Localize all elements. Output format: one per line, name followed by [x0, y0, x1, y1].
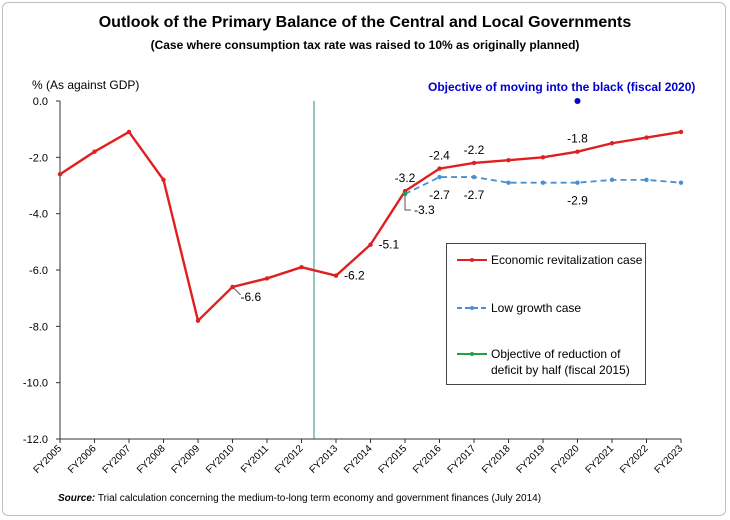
x-tick-label: FY2020 — [549, 443, 582, 476]
x-tick-label: FY2013 — [308, 443, 341, 476]
data-label: -1.8 — [567, 132, 588, 146]
data-label: -2.4 — [429, 149, 450, 163]
series-point-0 — [644, 135, 649, 140]
data-label: -2.7 — [429, 188, 450, 202]
x-tick-label: FY2007 — [101, 443, 134, 476]
x-tick-label: FY2023 — [653, 443, 686, 476]
series-point-2 — [402, 191, 408, 197]
data-label: -3.2 — [395, 171, 416, 185]
series-point-1 — [506, 180, 511, 185]
y-tick-label: 0.0 — [33, 96, 48, 108]
series-point-0 — [126, 129, 132, 135]
data-label: -5.1 — [379, 238, 400, 252]
data-label: -2.7 — [464, 188, 485, 202]
x-tick-label: FY2016 — [411, 443, 444, 476]
y-tick-label: -6.0 — [29, 265, 48, 277]
y-tick-label: -2.0 — [29, 152, 48, 164]
data-label: -3.3 — [414, 203, 435, 217]
y-axis-label: % (As against GDP) — [32, 78, 140, 92]
x-tick-label: FY2017 — [446, 443, 479, 476]
series-point-0 — [57, 172, 63, 177]
series-point-1 — [471, 174, 477, 180]
x-tick-label: FY2011 — [239, 443, 271, 475]
x-tick-label: FY2015 — [377, 443, 410, 476]
series-point-1 — [437, 174, 442, 180]
chart-subtitle: (Case where consumption tax rate was rai… — [150, 38, 580, 52]
series-point-1 — [540, 180, 546, 185]
series-point-0 — [92, 149, 97, 154]
objective-point — [574, 98, 581, 104]
source-text: Trial calculation concerning the medium-… — [97, 493, 542, 504]
series-point-1 — [609, 177, 615, 183]
callout-connector — [404, 193, 411, 211]
series-point-0 — [678, 129, 684, 135]
data-label: -6.6 — [241, 290, 262, 304]
data-label: -2.2 — [464, 143, 485, 157]
series-point-1 — [575, 180, 580, 185]
series-point-0 — [299, 264, 304, 270]
objective-label: Objective of moving into the black (fisc… — [428, 80, 696, 94]
series-point-0 — [471, 160, 477, 166]
legend-label-revitalization: Economic revitalization case — [491, 253, 643, 267]
series-point-1 — [644, 177, 649, 183]
x-tick-label: FY2018 — [480, 443, 513, 476]
legend-swatch-low-growth — [457, 306, 487, 310]
series-point-0 — [575, 149, 580, 154]
data-label: -6.2 — [344, 269, 365, 283]
source-label: Source: — [58, 493, 96, 504]
legend: Economic revitalization case Low growth … — [446, 243, 646, 385]
x-tick-label: FY2006 — [66, 443, 99, 476]
legend-label-half-deficit: Objective of reduction of deficit by hal… — [491, 347, 630, 377]
legend-swatch-revitalization — [457, 258, 487, 262]
legend-label-low-growth: Low growth case — [491, 301, 582, 315]
series-point-1 — [678, 180, 684, 185]
y-tick-label: -12.0 — [23, 434, 48, 446]
y-tick-label: -4.0 — [29, 209, 48, 221]
source-note: Source: Trial calculation concerning the… — [58, 493, 541, 504]
y-tick-label: -10.0 — [23, 378, 48, 390]
series-point-0 — [264, 276, 270, 281]
series-point-0 — [195, 318, 201, 323]
x-tick-label: FY2009 — [170, 443, 203, 476]
series-point-0 — [540, 155, 546, 160]
chart-title: Outlook of the Primary Balance of the Ce… — [98, 14, 632, 31]
x-tick-label: FY2019 — [515, 443, 548, 476]
x-tick-label: FY2005 — [32, 443, 65, 476]
x-tick-label: FY2010 — [204, 443, 237, 476]
x-tick-label: FY2022 — [618, 443, 651, 476]
x-tick-label: FY2021 — [584, 443, 617, 476]
x-tick-label: FY2012 — [273, 443, 306, 476]
series-point-0 — [437, 166, 442, 171]
series-point-0 — [368, 242, 373, 247]
x-tick-label: FY2008 — [135, 443, 168, 476]
series-point-0 — [161, 177, 166, 183]
series-point-0 — [506, 157, 511, 163]
series-point-0 — [230, 284, 235, 290]
x-tick-label: FY2014 — [342, 443, 375, 476]
data-label: -2.9 — [567, 194, 588, 208]
y-tick-label: -8.0 — [29, 321, 48, 333]
series-point-0 — [609, 141, 615, 146]
legend-swatch-half-deficit — [457, 352, 487, 356]
series-point-0 — [333, 273, 339, 278]
